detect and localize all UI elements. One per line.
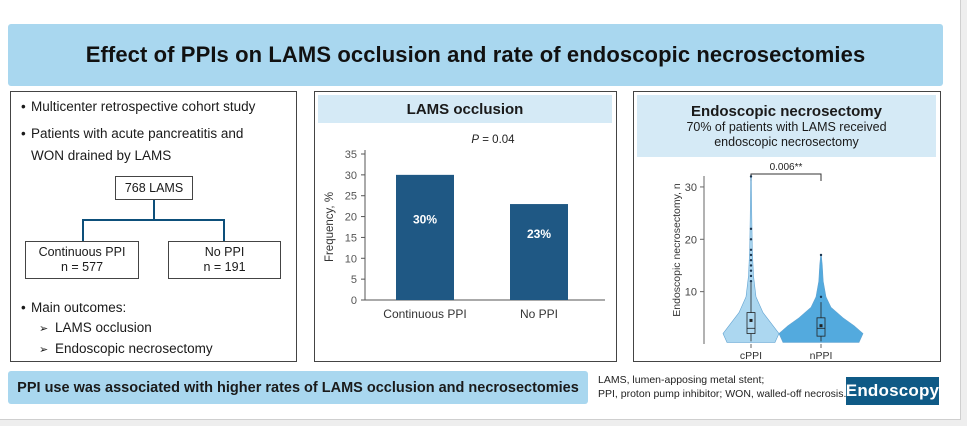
bar [510, 204, 568, 300]
bullet-population: • Patients with acute pancreatitis and [21, 123, 243, 144]
box [746, 312, 756, 334]
flow-connector-left [82, 219, 84, 241]
endoscopy-logo: Endoscopy [846, 377, 939, 405]
abbreviations-footnote: LAMS, lumen-apposing metal stent; PPI, p… [598, 373, 848, 401]
x-tick-label: No PPI [520, 307, 558, 321]
box [816, 317, 826, 337]
outlier-point [749, 238, 753, 241]
flow-connector-right [223, 219, 225, 241]
outlier-point [749, 269, 753, 272]
study-design-panel: • Multicenter retrospective cohort study … [10, 91, 297, 362]
p-value-text: = 0.04 [479, 134, 515, 146]
outlier-point [749, 264, 753, 267]
p-value-annotation: P = 0.04 [471, 134, 515, 146]
y-tick-label: 10 [345, 253, 357, 265]
arrow-icon: ➢ [39, 323, 49, 335]
outlier-point [749, 175, 753, 178]
lams-occlusion-panel: LAMS occlusion 0 5 10 15 20 25 30 35 Frequency, … [314, 91, 617, 362]
bar [396, 174, 454, 300]
bullet-study-type: • Multicenter retrospective cohort study [21, 96, 255, 117]
necrosectomy-subtitle-2: endoscopic necrosectomy [714, 134, 859, 149]
sheet: Effect of PPIs on LAMS occlusion and rat… [0, 0, 961, 420]
x-tick-label: cPPI [740, 350, 762, 360]
x-tick-label: nPPI [810, 350, 833, 360]
y-tick-label: 15 [345, 232, 357, 244]
outlier-point [749, 279, 753, 283]
y-tick-label: 5 [351, 274, 357, 286]
conclusion-bar: PPI use was associated with higher rates… [8, 371, 588, 404]
y-tick-label: 25 [345, 191, 357, 203]
y-tick-label: 30 [345, 170, 357, 182]
mean-marker [819, 324, 823, 328]
outlier-point [749, 253, 753, 257]
y-axis-label: Endoscopic necrosectomy, n [671, 183, 683, 317]
outlier-point [749, 227, 753, 231]
necrosectomy-panel: Endoscopic necrosectomy 70% of patients … [633, 91, 941, 362]
footnote-line-2: PPI, proton pump inhibitor; WON, walled-… [598, 388, 847, 400]
bar-value-label: 23% [527, 227, 551, 241]
y-tick-label: 35 [345, 149, 357, 161]
flow-connector-horizontal [82, 219, 225, 221]
necrosectomy-heading: Endoscopic necrosectomy [691, 102, 882, 120]
violin-shape [778, 254, 864, 343]
flow-box-continuous-ppi: Continuous PPI n = 577 [25, 241, 139, 279]
lams-occlusion-header: LAMS occlusion [318, 95, 612, 123]
bullet-outcomes: • Main outcomes: [21, 297, 126, 318]
necrosectomy-subtitle-1: 70% of patients with LAMS received [686, 119, 887, 134]
page-title: Effect of PPIs on LAMS occlusion and rat… [85, 42, 866, 67]
arrow-icon: ➢ [39, 344, 49, 356]
footnote-line-1: LAMS, lumen-apposing metal stent; [598, 374, 765, 386]
outlier-point [819, 295, 823, 299]
lams-occlusion-heading: LAMS occlusion [406, 100, 524, 118]
flow-connector-vertical [153, 200, 155, 220]
bullet-icon: • [21, 126, 26, 141]
bullet-population-cont: WON drained by LAMS [31, 148, 172, 163]
outlier-point [819, 253, 823, 257]
outcome-item-necrosectomy: ➢ Endoscopic necrosectomy [39, 339, 213, 360]
mean-marker [749, 318, 753, 322]
x-tick-label: Continuous PPI [383, 307, 466, 321]
outlier-point [749, 274, 753, 278]
lams-occlusion-chart: 0 5 10 15 20 25 30 35 Frequency, % P = 0.04 30% Con… [324, 134, 605, 321]
y-tick-label: 10 [685, 287, 697, 299]
bullet-icon: • [21, 99, 26, 114]
y-tick-label: 20 [345, 212, 357, 224]
title-bar: Effect of PPIs on LAMS occlusion and rat… [8, 24, 943, 86]
p-symbol: P [471, 134, 479, 146]
outlier-point [749, 248, 753, 251]
outcome-item-occlusion: ➢ LAMS occlusion [39, 318, 152, 339]
bullet-icon: • [21, 300, 26, 315]
conclusion-text: PPI use was associated with higher rates… [17, 379, 579, 396]
outlier-point [749, 259, 753, 262]
significance-bracket [750, 173, 822, 181]
flow-box-no-ppi: No PPI n = 191 [168, 241, 281, 279]
necrosectomy-header: Endoscopic necrosectomy 70% of patients … [637, 95, 936, 157]
flow-root-box: 768 LAMS [115, 176, 193, 200]
y-tick-label: 30 [685, 182, 697, 194]
y-axis-label: Frequency, % [324, 192, 336, 262]
bar-value-label: 30% [413, 212, 437, 226]
y-tick-label: 0 [351, 295, 357, 307]
y-tick-label: 20 [685, 234, 697, 246]
significance-annotation: 0.006** [770, 162, 803, 173]
